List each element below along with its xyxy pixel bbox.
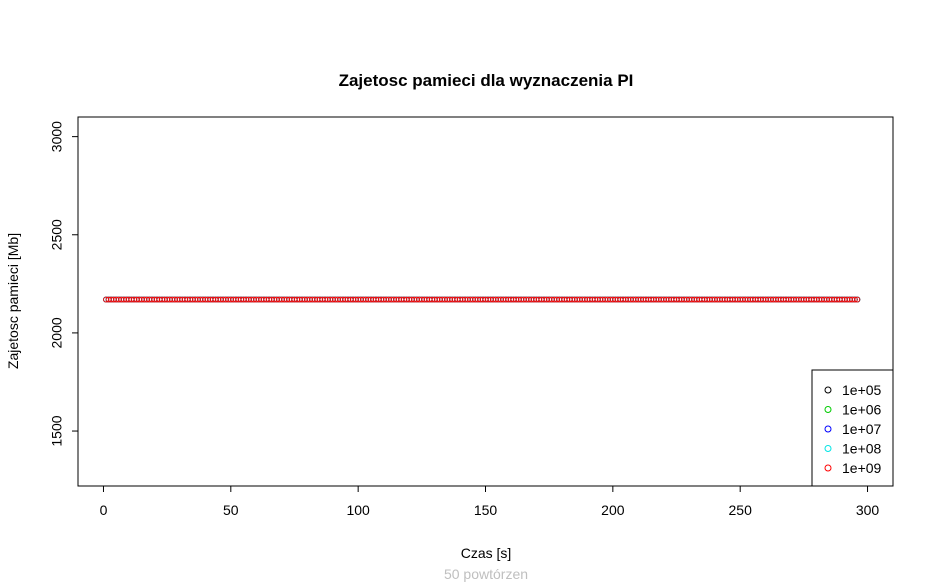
- y-tick-label: 2500: [49, 219, 65, 250]
- legend-marker: [824, 386, 832, 394]
- chart-title: Zajetosc pamieci dla wyznaczenia PI: [339, 71, 634, 90]
- legend-label: 1e+05: [842, 382, 882, 398]
- data-point: [854, 296, 861, 303]
- legend-label: 1e+08: [842, 441, 882, 457]
- series-4: [103, 296, 861, 303]
- x-tick-label: 0: [100, 502, 108, 518]
- legend-item: 1e+05: [824, 382, 882, 398]
- legend-item: 1e+08: [824, 441, 882, 457]
- legend-item: 1e+06: [824, 402, 882, 418]
- legend-label: 1e+09: [842, 460, 882, 476]
- x-tick-label: 200: [601, 502, 625, 518]
- legend-marker: [824, 445, 832, 452]
- x-tick-label: 250: [729, 502, 753, 518]
- plot-area: [77, 116, 894, 487]
- y-tick-label: 3000: [49, 121, 65, 152]
- y-axis: 1500 2000 2500 3000: [49, 121, 79, 447]
- legend-item: 1e+07: [824, 421, 882, 437]
- x-tick-label: 100: [346, 502, 370, 518]
- legend-marker: [824, 406, 832, 413]
- y-axis-label: Zajetosc pamieci [Mb]: [5, 233, 21, 369]
- x-tick-label: 50: [223, 502, 239, 518]
- data-point: [851, 296, 858, 303]
- legend-marker: [824, 425, 832, 433]
- legend-item: 1e+09: [824, 460, 882, 476]
- data-points: [103, 296, 861, 303]
- y-tick-label: 1500: [49, 415, 65, 446]
- legend-label: 1e+07: [842, 421, 882, 437]
- chart-subtitle: 50 powtórzen: [444, 566, 528, 582]
- x-tick-label: 300: [856, 502, 880, 518]
- x-tick-label: 150: [474, 502, 498, 518]
- x-axis-label: Czas [s]: [461, 545, 512, 561]
- y-tick-label: 2000: [49, 317, 65, 348]
- x-axis: 0 50 100 150 200 250 300: [100, 485, 880, 518]
- legend-label: 1e+06: [842, 402, 882, 418]
- legend: 1e+05 1e+06 1e+07 1e+08 1e+09: [811, 369, 894, 487]
- legend-marker: [824, 464, 832, 472]
